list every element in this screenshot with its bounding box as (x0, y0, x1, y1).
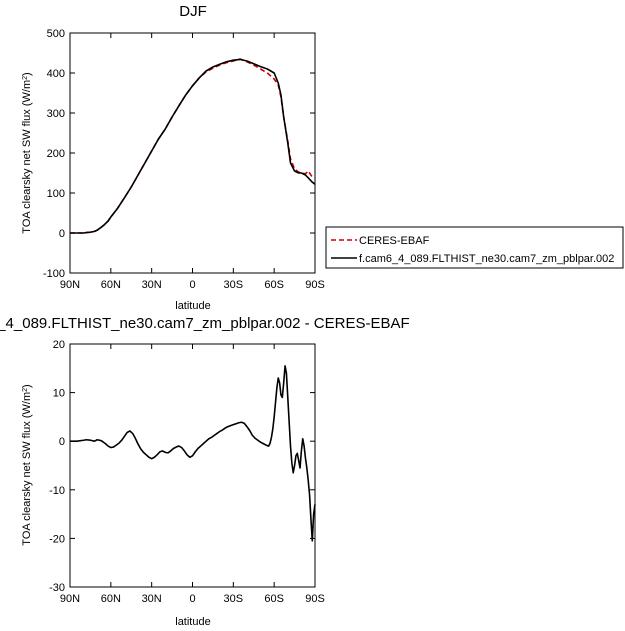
top-x-tick-label: 60S (264, 279, 284, 291)
bottom-y-tick-label: -10 (49, 485, 65, 497)
top-x-tick-label: 30S (224, 279, 244, 291)
top-y-tick-label: 300 (47, 108, 65, 120)
top-y-tick-label: 400 (47, 68, 65, 80)
legend-box (325, 226, 624, 269)
top-x-tick-label: 90S (305, 279, 325, 291)
legend-label-model: f.cam6_4_089.FLTHIST_ne30.cam7_zm_pblpar… (359, 253, 614, 265)
bottom-x-axis-label: latitude (175, 616, 210, 628)
top-x-tick-label: 30N (142, 279, 162, 291)
bottom-x-tick-label: 30S (224, 593, 244, 605)
bottom-y-tick-label: 20 (53, 339, 65, 351)
bottom-x-tick-label: 90S (305, 593, 325, 605)
top-x-tick-label: 0 (189, 279, 195, 291)
bottom-y-tick-label: -30 (49, 582, 65, 594)
top-chart-title: DJF (179, 3, 207, 20)
bottom-series-line-0 (70, 365, 316, 542)
bottom-x-tick-label: 0 (189, 593, 195, 605)
top-x-tick-label: 90N (60, 279, 80, 291)
bottom-y-tick-label: 10 (53, 388, 65, 400)
bottom-y-tick-label: 0 (59, 436, 65, 448)
bottom-x-tick-label: 30N (142, 593, 162, 605)
bottom-y-tick-label: -20 (49, 533, 65, 545)
top-y-tick-label: -100 (43, 268, 65, 280)
top-x-tick-label: 60N (101, 279, 121, 291)
top-y-tick-label: 0 (59, 228, 65, 240)
bottom-x-tick-label: 60S (264, 593, 284, 605)
top-y-tick-label: 500 (47, 28, 65, 40)
bottom-y-axis-label: TOA clearsky net SW flux (W/m2) (21, 384, 33, 545)
top-y-axis-label: TOA clearsky net SW flux (W/m2) (21, 72, 33, 233)
legend: CERES-EBAF f.cam6_4_089.FLTHIST_ne30.cam… (325, 226, 624, 269)
top-series-line-1 (70, 58, 316, 234)
top-plot-frame (69, 32, 316, 274)
top-panel: DJF 90N 60N 30N 0 30S 60S 90S -100 0 100 200 300 40… (21, 3, 624, 312)
bottom-x-tick-label: 60N (101, 593, 121, 605)
bottom-x-tick-label: 90N (60, 593, 80, 605)
legend-label-ceres: CERES-EBAF (359, 235, 430, 247)
top-y-tick-label: 100 (47, 188, 65, 200)
top-plot-area (69, 32, 316, 274)
bottom-chart-title: m6_4_089.FLTHIST_ne30.cam7_zm_pblpar.002… (0, 315, 410, 332)
bottom-plot-area (69, 343, 316, 588)
bottom-panel: m6_4_089.FLTHIST_ne30.cam7_zm_pblpar.002… (0, 315, 410, 628)
top-x-axis-label: latitude (175, 300, 210, 312)
top-y-tick-label: 200 (47, 148, 65, 160)
